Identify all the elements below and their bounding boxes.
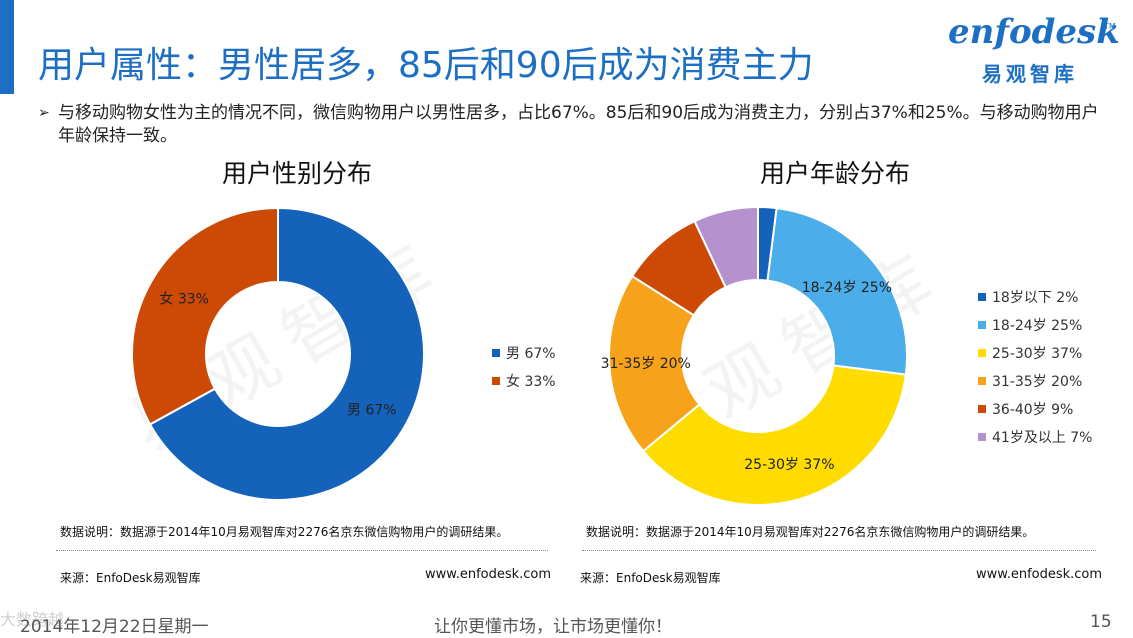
site-link-right[interactable]: www.enfodesk.com (976, 567, 1103, 582)
legend-swatch (978, 433, 986, 441)
page-title: 用户属性：男性居多，85后和90后成为消费主力 (38, 45, 814, 86)
legend-swatch (978, 349, 986, 357)
legend-item-5: 41岁及以上 7% (978, 423, 1092, 451)
slice-label-2: 25-30岁 37% (744, 457, 834, 473)
footer-slogan: 让你更懂市场，让市场更懂你！ (434, 617, 672, 637)
legend-item-2: 25-30岁 37% (978, 339, 1092, 367)
slice-label-3: 31-35岁 20% (601, 356, 691, 372)
legend-swatch (978, 405, 986, 413)
legend-label: 18-24岁 25% (992, 318, 1083, 334)
divider-right (582, 550, 1096, 551)
donut-slice-2 (641, 364, 907, 506)
legend-swatch (978, 321, 986, 329)
legend-item-3: 31-35岁 20% (978, 367, 1092, 395)
slice-label-0: 男 67% (347, 402, 397, 418)
legend-item-0: 18岁以下 2% (978, 283, 1092, 311)
slice-label-1: 18-24岁 25% (802, 280, 892, 296)
legend-swatch (492, 349, 500, 357)
summary-text: 与移动购物女性为主的情况不同，微信购物用户以男性居多，占比67%。85后和90后… (58, 103, 1099, 146)
legend-label: 18岁以下 2% (992, 290, 1079, 306)
summary-bullet: ➢ 与移动购物女性为主的情况不同，微信购物用户以男性居多，占比67%。85后和9… (38, 102, 1104, 148)
legend-item-4: 36-40岁 9% (978, 395, 1092, 423)
divider-left (56, 550, 548, 551)
data-note-left: 数据说明：数据源于2014年10月易观智库对2276名京东微信购物用户的调研结果… (60, 525, 509, 539)
legend-label: 36-40岁 9% (992, 402, 1074, 418)
legend-swatch (978, 293, 986, 301)
donut-slice-0 (148, 206, 425, 501)
title-accent-bar (0, 0, 14, 94)
legend-item-1: 18-24岁 25% (978, 311, 1092, 339)
data-note-right: 数据说明：数据源于2014年10月易观智库对2276名京东微信购物用户的调研结果… (586, 525, 1035, 539)
corner-watermark: 大数跨越 (0, 610, 65, 629)
enfodesk-logo: enfodesk TM 易观智库 (948, 12, 1120, 86)
bullet-arrow-icon: ➢ (38, 105, 50, 121)
legend-label: 男 67% (506, 346, 556, 362)
logo-wordmark: enfodesk (948, 12, 1120, 52)
legend-swatch (492, 377, 500, 385)
legend-label: 女 33% (506, 374, 556, 390)
donut-slice-5 (693, 205, 759, 289)
age-donut-chart: 18-24岁 25% 25-30岁 37% 31-35岁 20% (601, 205, 908, 506)
legend-label: 41岁及以上 7% (992, 430, 1093, 446)
source-right: 来源：EnfoDesk易观智库 (580, 571, 721, 585)
donut-slice-1 (766, 207, 908, 376)
donut-slice-1 (131, 206, 279, 426)
legend-swatch (978, 377, 986, 385)
gender-legend: 男 67% 女 33% (492, 339, 556, 395)
gender-donut-chart: 男 67% 女 33% (131, 206, 425, 501)
footer-date: 2014年12月22日星期一 (20, 617, 209, 637)
age-chart-title: 用户年龄分布 (760, 159, 911, 188)
legend-label: 25-30岁 37% (992, 346, 1083, 362)
page-number: 15 (1090, 612, 1112, 632)
site-link-left[interactable]: www.enfodesk.com (425, 567, 552, 582)
legend-label: 31-35岁 20% (992, 374, 1083, 390)
age-legend: 18岁以下 2% 18-24岁 25% 25-30岁 37% 31-35岁 20% 36… (978, 283, 1092, 451)
slice-label-1: 女 33% (159, 291, 209, 308)
logo-chinese-name: 易观智库 (982, 62, 1078, 86)
source-left: 来源：EnfoDesk易观智库 (60, 571, 201, 585)
logo-trademark: TM (1104, 22, 1116, 31)
legend-item-0: 男 67% (492, 339, 556, 367)
legend-item-1: 女 33% (492, 367, 556, 395)
gender-chart-title: 用户性别分布 (222, 159, 373, 188)
donut-slice-3 (608, 274, 701, 453)
